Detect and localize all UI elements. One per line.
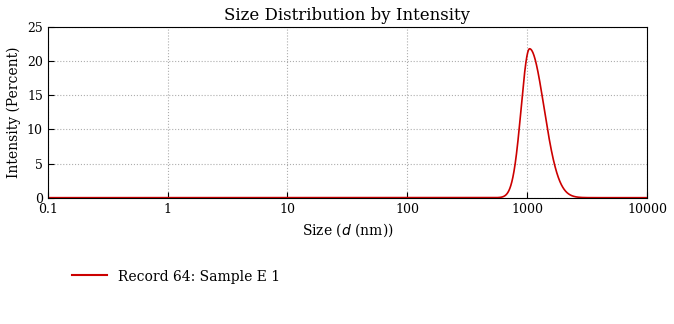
Record 64: Sample E 1: (90.9, 2.53e-49): Sample E 1: (90.9, 2.53e-49) xyxy=(398,196,406,200)
Record 64: Sample E 1: (0.1, 0): Sample E 1: (0.1, 0) xyxy=(44,196,52,200)
Y-axis label: Intensity (Percent): Intensity (Percent) xyxy=(7,47,22,178)
Title: Size Distribution by Intensity: Size Distribution by Intensity xyxy=(224,7,470,24)
Record 64: Sample E 1: (1.05e+03, 21.8): Sample E 1: (1.05e+03, 21.8) xyxy=(526,47,534,51)
Record 64: Sample E 1: (509, 0.000975): Sample E 1: (509, 0.000975) xyxy=(488,196,496,200)
Record 64: Sample E 1: (1e+04, 7.18e-14): Sample E 1: (1e+04, 7.18e-14) xyxy=(643,196,651,200)
Legend: Record 64: Sample E 1: Record 64: Sample E 1 xyxy=(67,264,286,290)
X-axis label: Size ($d$ (nm)): Size ($d$ (nm)) xyxy=(301,221,393,239)
Record 64: Sample E 1: (150, 6.59e-31): Sample E 1: (150, 6.59e-31) xyxy=(425,196,433,200)
Record 64: Sample E 1: (941, 17.5): Sample E 1: (941, 17.5) xyxy=(520,76,528,80)
Record 64: Sample E 1: (0.178, 0): Sample E 1: (0.178, 0) xyxy=(74,196,82,200)
Record 64: Sample E 1: (6.46, 8.71e-216): Sample E 1: (6.46, 8.71e-216) xyxy=(261,196,269,200)
Line: Record 64: Sample E 1: Record 64: Sample E 1 xyxy=(48,49,647,198)
